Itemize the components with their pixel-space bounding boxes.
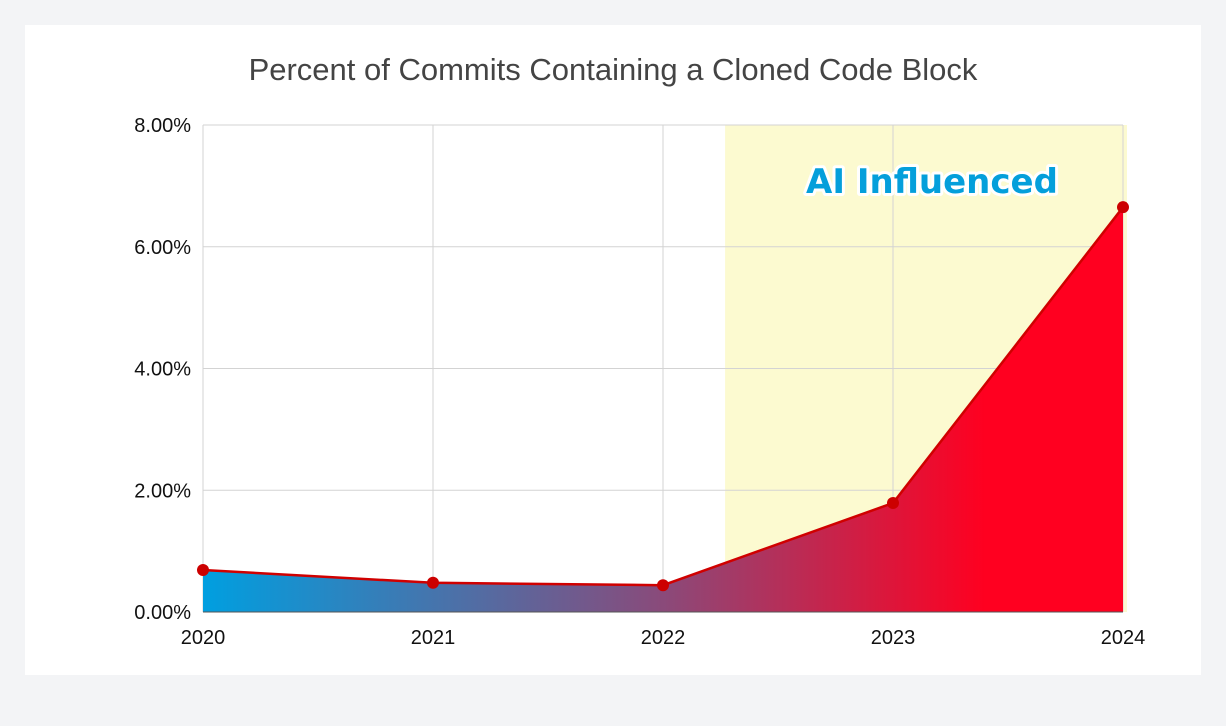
data-point [427,576,439,589]
data-point [197,563,209,576]
area-fill [203,207,1123,612]
data-point [657,579,669,592]
x-tick-label: 2022 [641,627,686,649]
data-point [1117,201,1129,214]
chart-title: Percent of Commits Containing a Cloned C… [248,52,978,87]
y-tick-label: 6.00% [134,237,191,259]
x-tick-label: 2023 [871,627,916,649]
x-tick-label: 2020 [181,627,226,649]
x-tick-label: 2024 [1101,627,1146,649]
highlight-label: AI Influenced [806,162,1058,202]
y-tick-label: 2.00% [134,480,191,502]
y-tick-label: 4.00% [134,359,191,381]
y-tick-label: 0.00% [134,602,191,624]
y-tick-label: 8.00% [134,115,191,137]
x-tick-label: 2021 [411,627,456,649]
data-point [887,497,899,510]
